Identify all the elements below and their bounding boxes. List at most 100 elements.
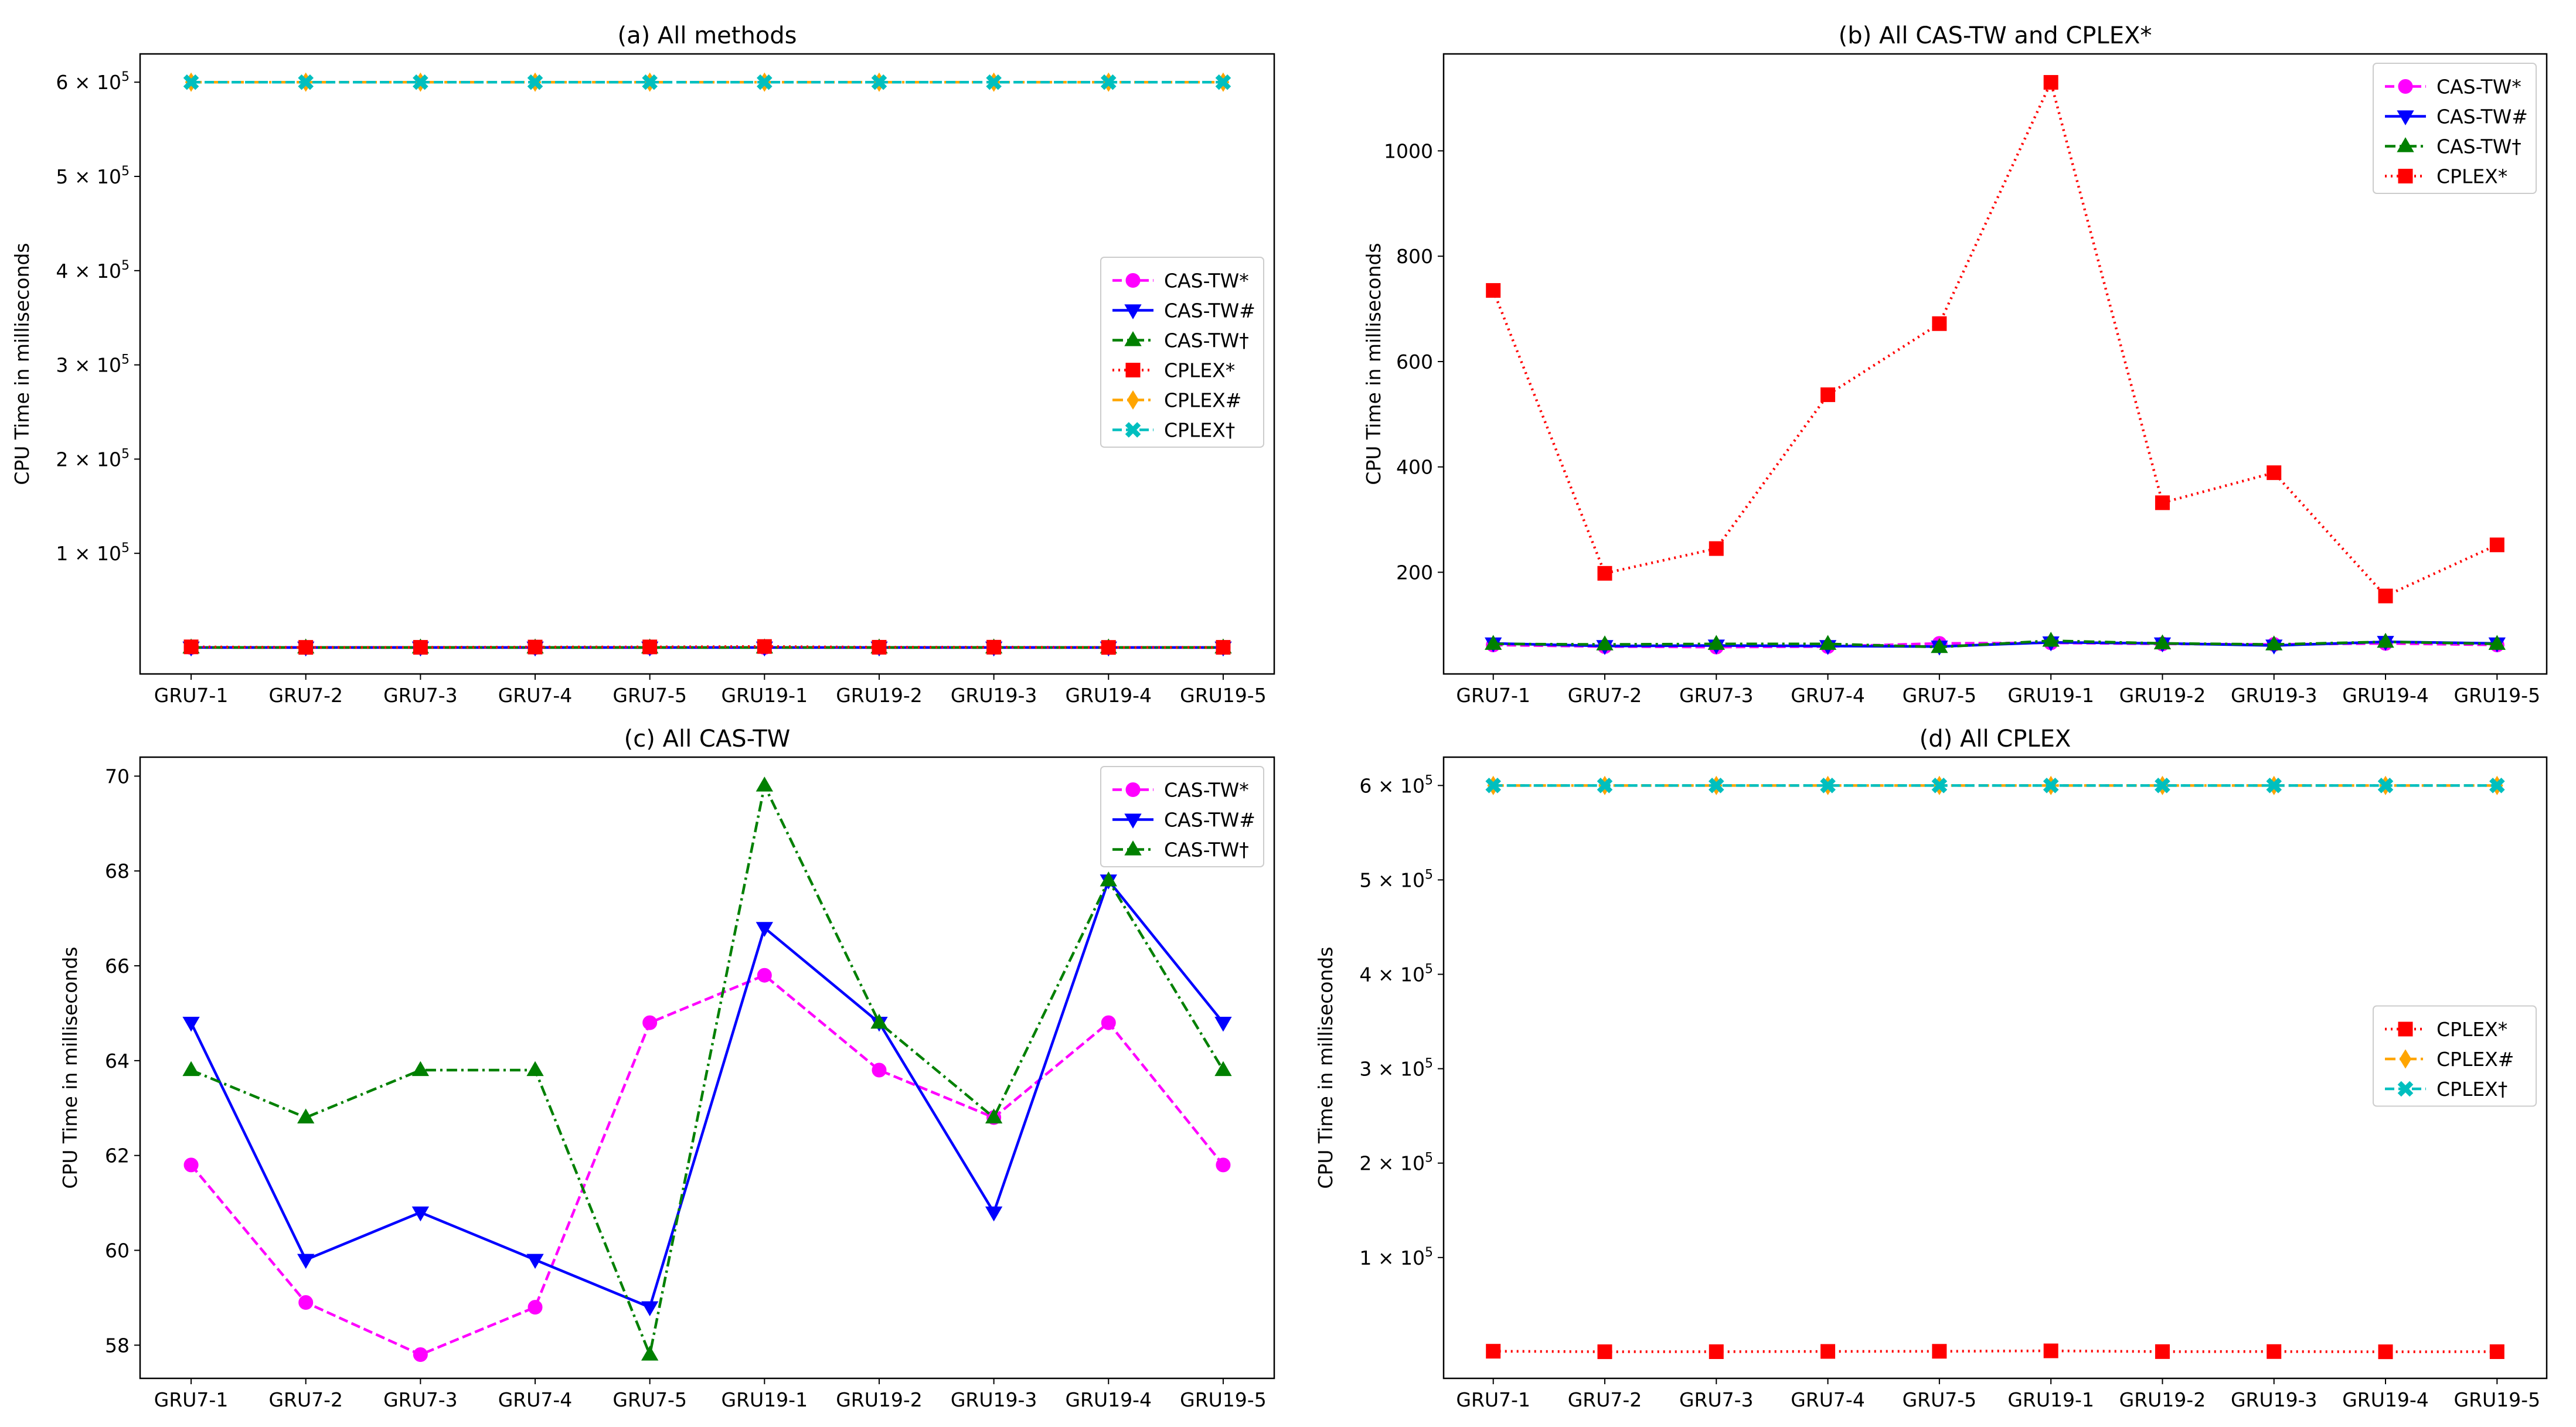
legend-label: CAS-TW† xyxy=(2437,135,2521,158)
plot-frame xyxy=(1442,756,2548,1380)
plot-frame xyxy=(139,53,1275,675)
legend-marker xyxy=(2398,1021,2413,1037)
y-tick-label: 66 xyxy=(105,955,130,978)
x-tick-label: GRU7-5 xyxy=(612,1388,687,1411)
y-tick-label: 5 × 105 xyxy=(1359,867,1433,891)
data-point xyxy=(298,1295,314,1310)
legend-box xyxy=(1100,766,1264,867)
data-point xyxy=(1216,1157,1231,1173)
legend-label: CAS-TW† xyxy=(1164,329,1249,352)
data-point xyxy=(2266,778,2282,793)
data-point xyxy=(872,1062,887,1078)
y-tick-label: 60 xyxy=(105,1239,130,1262)
data-point xyxy=(1820,387,1836,403)
y-tick-label: 64 xyxy=(105,1050,130,1072)
data-point xyxy=(526,1254,544,1269)
legend-label: CAS-TW† xyxy=(1164,839,1249,861)
x-tick-label: GRU7-4 xyxy=(498,1388,573,1411)
y-tick-exponent: 5 xyxy=(121,164,130,179)
data-point xyxy=(1596,635,1614,651)
data-point xyxy=(1597,566,1612,581)
data-point xyxy=(183,1157,199,1173)
data-point xyxy=(2155,778,2170,793)
legend-marker xyxy=(2398,79,2413,94)
x-tick-label: GRU19-2 xyxy=(2119,1388,2206,1411)
series-cplex-star xyxy=(1486,1343,2504,1360)
series-line xyxy=(1492,81,2498,598)
x-tick-label: GRU19-5 xyxy=(1180,684,1267,707)
x-tick-label: GRU7-4 xyxy=(1791,684,1865,707)
data-point xyxy=(1215,74,1231,90)
x-tick-label: GRU7-4 xyxy=(498,684,573,707)
x-tick-label: GRU19-1 xyxy=(2007,684,2094,707)
legend: CPLEX* CPLEX# CPLEX† xyxy=(2373,1005,2537,1107)
x-tick-label: GRU19-5 xyxy=(2454,684,2541,707)
x-tick-label: GRU19-3 xyxy=(2231,684,2318,707)
data-point xyxy=(2043,778,2059,793)
legend-marker xyxy=(1125,422,1141,438)
legend-marker xyxy=(1124,840,1142,856)
x-tick-label: GRU7-3 xyxy=(383,684,458,707)
series-cas-tw-dagger xyxy=(1485,631,2506,653)
legend-item-cplex-dagger: CPLEX† xyxy=(1112,419,1235,442)
data-point xyxy=(642,1015,658,1030)
y-tick-label: 68 xyxy=(105,860,130,883)
plot-frame xyxy=(1442,53,2548,675)
legend-label: CPLEX# xyxy=(1164,389,1241,412)
data-point xyxy=(1214,1061,1232,1077)
x-tick-label: GRU19-5 xyxy=(1180,1388,1267,1411)
data-point xyxy=(1931,638,1948,653)
data-point xyxy=(1214,1017,1232,1032)
legend-item-cplex-dagger: CPLEX† xyxy=(2385,1078,2507,1101)
data-point xyxy=(2489,778,2505,793)
y-tick-label: 1 × 105 xyxy=(56,541,130,565)
y-tick-mantissa: 3 × 10 xyxy=(1359,1058,1425,1081)
data-point xyxy=(1101,640,1116,655)
legend-item-cplex-hash: CPLEX# xyxy=(1112,389,1241,412)
data-point xyxy=(2377,778,2394,793)
data-point xyxy=(527,74,543,90)
series-cplex-dagger xyxy=(183,74,1231,90)
y-tick-mantissa: 2 × 10 xyxy=(1359,1152,1425,1175)
y-tick-exponent: 5 xyxy=(121,353,130,367)
legend-marker xyxy=(2397,137,2414,152)
y-tick-label: 800 xyxy=(1396,245,1433,268)
x-tick-label: GRU7-5 xyxy=(1903,684,1977,707)
series-cas-tw-hash xyxy=(182,874,1232,1317)
x-tick-label: GRU7-1 xyxy=(154,1388,229,1411)
legend-label: CPLEX* xyxy=(2437,1018,2507,1041)
x-tick-label: GRU7-1 xyxy=(1456,1388,1530,1411)
x-tick-label: GRU19-2 xyxy=(836,1388,923,1411)
y-tick-mantissa: 2 × 10 xyxy=(56,448,121,471)
y-tick-label: 6 × 105 xyxy=(1359,773,1433,797)
data-point xyxy=(2488,635,2506,650)
data-point xyxy=(2489,537,2504,553)
chart-b: (b) All CAS-TW and CPLEX* CPU Time in mil… xyxy=(1362,22,2548,707)
y-tick-label: 62 xyxy=(105,1145,130,1167)
x-tick-label: GRU7-5 xyxy=(612,684,687,707)
legend-marker xyxy=(1125,363,1141,377)
data-point xyxy=(1819,635,1837,650)
x-tick-label: GRU7-3 xyxy=(1679,684,1754,707)
data-point xyxy=(297,1108,315,1124)
chart-title: (c) All CAS-TW xyxy=(624,726,791,752)
y-tick-mantissa: 6 × 10 xyxy=(1359,774,1425,797)
data-point xyxy=(2377,632,2394,648)
chart-a: (a) All methods CPU Time in milliseconds G… xyxy=(11,22,1275,707)
data-point xyxy=(182,1017,200,1032)
data-point xyxy=(985,1108,1003,1124)
legend-marker xyxy=(1125,782,1141,797)
y-tick-label: 600 xyxy=(1396,350,1433,373)
data-point xyxy=(2043,75,2058,90)
data-point xyxy=(642,639,658,655)
series-cas-tw-dagger xyxy=(182,776,1232,1361)
data-point xyxy=(1708,778,1724,793)
data-point xyxy=(1486,283,1501,298)
legend-item-cas-tw-star: CAS-TW* xyxy=(2385,76,2521,98)
x-tick-label: GRU19-3 xyxy=(2231,1388,2318,1411)
chart-title: (b) All CAS-TW and CPLEX* xyxy=(1839,22,2152,49)
y-tick-label: 70 xyxy=(105,765,130,788)
chart-d: (d) All CPLEX CPU Time in milliseconds GRU… xyxy=(1314,726,2548,1411)
legend-label: CPLEX* xyxy=(2437,165,2507,188)
